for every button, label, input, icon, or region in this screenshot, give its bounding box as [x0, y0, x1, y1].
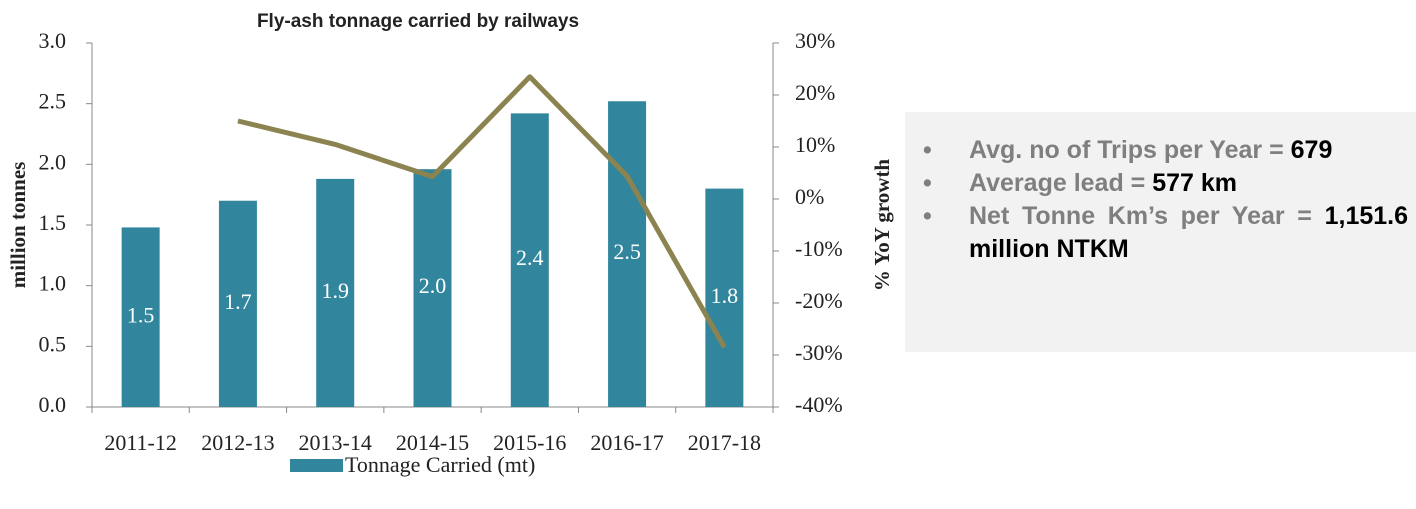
value-label: 1.8: [711, 283, 739, 308]
x-tick-label: 2014-15: [396, 430, 469, 455]
bar: [121, 227, 160, 407]
y-tick-label: 2.0: [39, 149, 67, 174]
x-tick-label: 2012-13: [201, 430, 274, 455]
legend-label: Tonnage Carried (mt): [345, 452, 535, 477]
bar: [413, 169, 452, 407]
value-label: 2.0: [419, 273, 447, 298]
y2-tick-label: 0%: [795, 184, 824, 209]
x-tick-label: 2015-16: [493, 430, 566, 455]
value-label: 1.5: [127, 302, 155, 327]
bar: [510, 113, 549, 407]
x-tick-label: 2013-14: [299, 430, 372, 455]
y2-tick-label: -30%: [795, 340, 843, 365]
y2-tick-label: 20%: [795, 80, 835, 105]
y-axis-label: million tonnes: [6, 162, 30, 289]
y-tick-label: 2.5: [39, 89, 67, 114]
value-label: 2.5: [613, 239, 641, 264]
y-tick-label: 1.5: [39, 210, 67, 235]
info-item: Average lead = 577 km: [915, 167, 1408, 200]
info-text: Avg. no of Trips per Year =: [969, 136, 1284, 164]
line: [237, 74, 727, 349]
y-tick-label: 0.5: [39, 331, 67, 356]
y2-tick-label: -20%: [795, 288, 843, 313]
chart-title: Fly-ash tonnage carried by railways: [257, 11, 579, 32]
info-list: Avg. no of Trips per Year = 679 Average …: [915, 134, 1408, 266]
info-text: Net Tonne Km’s per Year =: [969, 202, 1312, 230]
info-panel: Avg. no of Trips per Year = 679 Average …: [905, 112, 1416, 352]
y2-axis-label: % YoY growth: [870, 159, 894, 292]
x-tick-label: 2011-12: [104, 430, 177, 455]
value-label: 1.9: [321, 278, 349, 303]
info-value: 1,151.6 million NTKM: [969, 202, 1409, 263]
x-tick-label: 2016-17: [590, 430, 663, 455]
bar: [705, 188, 744, 407]
y2-tick-label: -40%: [795, 392, 843, 417]
chart: Fly-ash tonnage carried by railways mill…: [6, 11, 894, 477]
y-tick-label: 1.0: [39, 271, 67, 296]
legend-swatch: [290, 459, 343, 472]
info-text: Average lead =: [969, 169, 1146, 197]
y2-tick-label: 10%: [795, 132, 835, 157]
info-value: 679: [1290, 136, 1333, 164]
y-tick-label: 0.0: [39, 392, 67, 417]
bar: [608, 101, 647, 408]
value-label: 1.7: [224, 289, 252, 314]
y2-tick-label: -10%: [795, 236, 843, 261]
y2-tick-label: 30%: [795, 28, 835, 53]
info-item: Net Tonne Km’s per Year = 1,151.6 millio…: [915, 200, 1408, 266]
info-value: 577 km: [1152, 169, 1238, 197]
value-label: 2.4: [516, 245, 544, 270]
info-item: Avg. no of Trips per Year = 679: [915, 134, 1408, 167]
bar: [218, 200, 257, 407]
y-tick-label: 3.0: [39, 28, 67, 53]
bar: [316, 178, 355, 407]
x-tick-label: 2017-18: [688, 430, 761, 455]
